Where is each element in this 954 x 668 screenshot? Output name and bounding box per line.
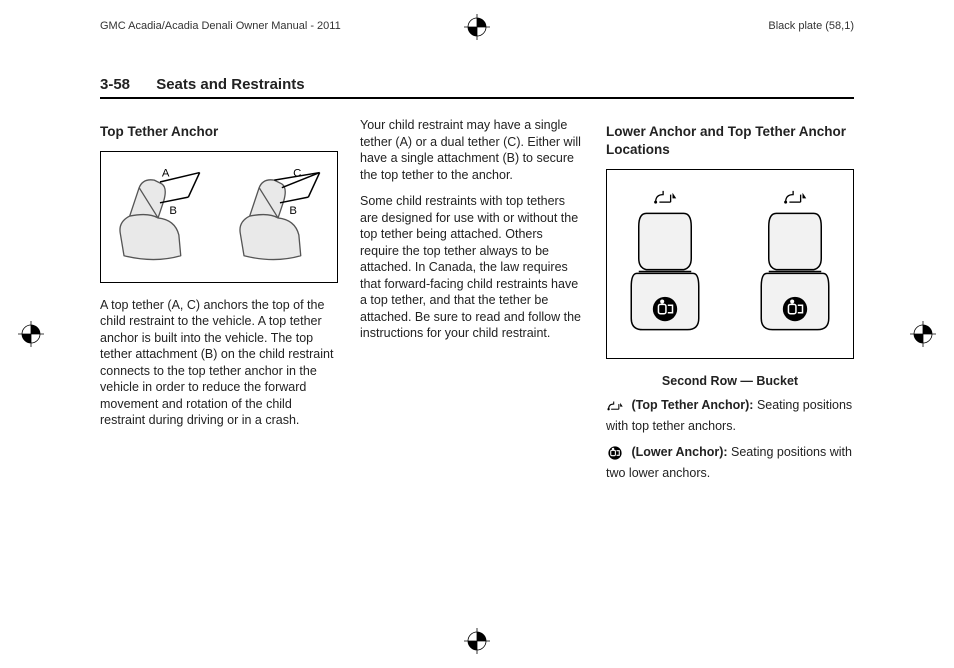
section-heading-top-tether: Top Tether Anchor xyxy=(100,123,338,141)
crop-mark-bottom xyxy=(464,628,490,654)
figure-anchor-locations xyxy=(606,169,854,359)
bucket-seat-right-icon xyxy=(745,189,845,339)
crop-mark-right xyxy=(910,321,936,347)
header-left: GMC Acadia/Acadia Denali Owner Manual - … xyxy=(100,20,341,32)
legend-top-tether: (Top Tether Anchor): Seating positions w… xyxy=(606,397,854,434)
col1-para1: A top tether (A, C) anchors the top of t… xyxy=(100,297,338,429)
lower-anchor-icon xyxy=(606,446,624,465)
chapter-title: Seats and Restraints xyxy=(156,76,304,93)
tether-seat-dual-icon: C B xyxy=(227,165,331,269)
top-tether-anchor-icon xyxy=(606,399,624,418)
crop-mark-left xyxy=(18,321,44,347)
col2-para2: Some child restraints with top tethers a… xyxy=(360,193,584,342)
column-2: Your child restraint may have a single t… xyxy=(360,117,584,491)
bucket-seat-left-icon xyxy=(615,189,715,339)
running-header: GMC Acadia/Acadia Denali Owner Manual - … xyxy=(100,20,854,44)
tether-seat-single-icon: A B xyxy=(107,165,211,269)
label-b1: B xyxy=(169,205,177,217)
chapter-heading: 3-58 Seats and Restraints xyxy=(100,76,854,99)
legend-lower-anchor: (Lower Anchor): Seating positions with t… xyxy=(606,444,854,481)
legend-lower-anchor-label: (Lower Anchor): xyxy=(631,445,727,459)
column-1: Top Tether Anchor xyxy=(100,117,338,491)
label-b2: B xyxy=(289,205,297,217)
section-heading-anchor-locations: Lower Anchor and Top Tether Anchor Locat… xyxy=(606,123,854,159)
label-a: A xyxy=(162,167,170,179)
legend-top-tether-label: (Top Tether Anchor): xyxy=(631,398,753,412)
page-number: 3-58 xyxy=(100,76,130,93)
label-c: C xyxy=(293,167,301,179)
figure-top-tether: A B xyxy=(100,151,338,283)
header-right: Black plate (58,1) xyxy=(768,20,854,32)
figure-caption: Second Row — Bucket xyxy=(606,373,854,390)
column-3: Lower Anchor and Top Tether Anchor Locat… xyxy=(606,117,854,491)
col2-para1: Your child restraint may have a single t… xyxy=(360,117,584,183)
